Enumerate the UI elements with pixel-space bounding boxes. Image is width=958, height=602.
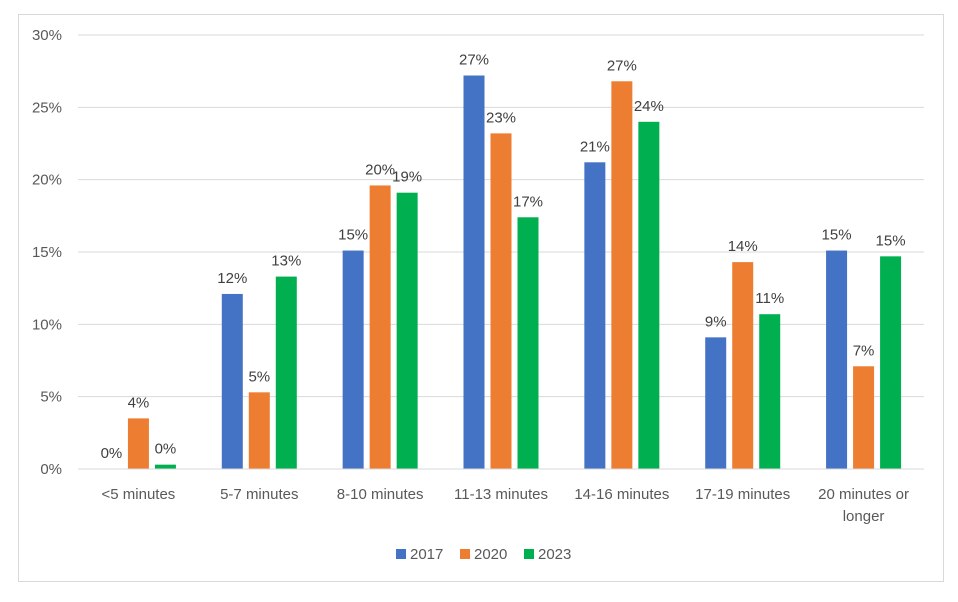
bar-2023 — [517, 217, 539, 469]
bar-2020 — [248, 392, 270, 469]
bars — [127, 75, 902, 470]
data-label: 19% — [392, 169, 422, 186]
bar-2023 — [396, 192, 418, 470]
legend-label-2017: 2017 — [410, 546, 443, 563]
x-tick-label: 8-10 minutes — [337, 486, 424, 503]
legend: 2017 2020 2023 — [396, 546, 571, 563]
data-label: 4% — [128, 394, 150, 411]
data-label: 13% — [271, 253, 301, 270]
bar-2017 — [342, 250, 364, 469]
x-tick-label: 14-16 minutes — [574, 486, 669, 503]
x-axis: <5 minutes 5-7 minutes 8-10 minutes 11-13 m… — [78, 468, 924, 525]
data-label: 11% — [755, 290, 784, 307]
y-tick-label: 10% — [32, 316, 62, 333]
bar-2020 — [127, 418, 149, 469]
legend-label-2023: 2023 — [538, 546, 571, 563]
legend-swatch-2023 — [524, 549, 534, 559]
bar-2020 — [611, 81, 633, 469]
y-axis: 0% 5% 10% 15% 20% 25% 30% — [32, 27, 62, 478]
bar-2023 — [154, 464, 176, 469]
data-label: 15% — [876, 232, 906, 249]
bar-2023 — [275, 276, 297, 469]
y-tick-label: 15% — [32, 244, 62, 261]
legend-swatch-2020 — [460, 549, 470, 559]
bar-2023 — [638, 121, 660, 470]
legend-swatch-2017 — [396, 549, 406, 559]
data-label: 27% — [607, 57, 637, 74]
bar-2023 — [880, 256, 902, 469]
y-tick-label: 5% — [40, 389, 62, 406]
x-tick-label: 17-19 minutes — [695, 486, 790, 503]
data-label: 15% — [822, 227, 852, 244]
y-tick-label: 0% — [40, 461, 62, 478]
x-tick-label: 5-7 minutes — [220, 486, 298, 503]
data-label: 20% — [365, 161, 395, 178]
legend-label-2020: 2020 — [474, 546, 507, 563]
data-label: 9% — [705, 313, 727, 330]
bar-2023 — [759, 314, 781, 469]
data-label: 24% — [634, 98, 664, 115]
bar-2017 — [705, 337, 727, 469]
data-label: 12% — [217, 270, 247, 287]
x-tick-label: <5 minutes — [102, 486, 176, 503]
data-labels: 0% 12% 15% 27% 21% 9% 15% 4% 5% 20% 23% 27% 14% 7% 0% 1… — [101, 52, 906, 462]
bar-2017 — [463, 75, 485, 470]
data-label: 17% — [513, 193, 543, 210]
data-label: 21% — [580, 138, 610, 155]
y-tick-label: 20% — [32, 172, 62, 189]
bar-2020 — [490, 133, 512, 469]
y-tick-label: 25% — [32, 99, 62, 116]
data-label: 15% — [338, 227, 368, 244]
data-label: 27% — [459, 52, 489, 69]
data-label: 23% — [486, 109, 516, 126]
bar-2017 — [221, 293, 243, 469]
bar-2020 — [853, 366, 875, 469]
data-label: 0% — [101, 445, 123, 462]
bar-2020 — [369, 185, 391, 469]
bar-2017 — [826, 250, 848, 469]
x-tick-label: 20 minutes or — [818, 486, 909, 503]
data-label: 5% — [248, 368, 270, 385]
bar-2017 — [584, 162, 606, 469]
y-tick-label: 30% — [32, 27, 62, 44]
data-label: 0% — [155, 441, 177, 458]
x-tick-label: 11-13 minutes — [454, 486, 548, 503]
bar-2020 — [732, 262, 754, 469]
data-label: 7% — [853, 342, 875, 359]
data-label: 14% — [728, 238, 758, 255]
x-tick-label: longer — [843, 508, 885, 525]
